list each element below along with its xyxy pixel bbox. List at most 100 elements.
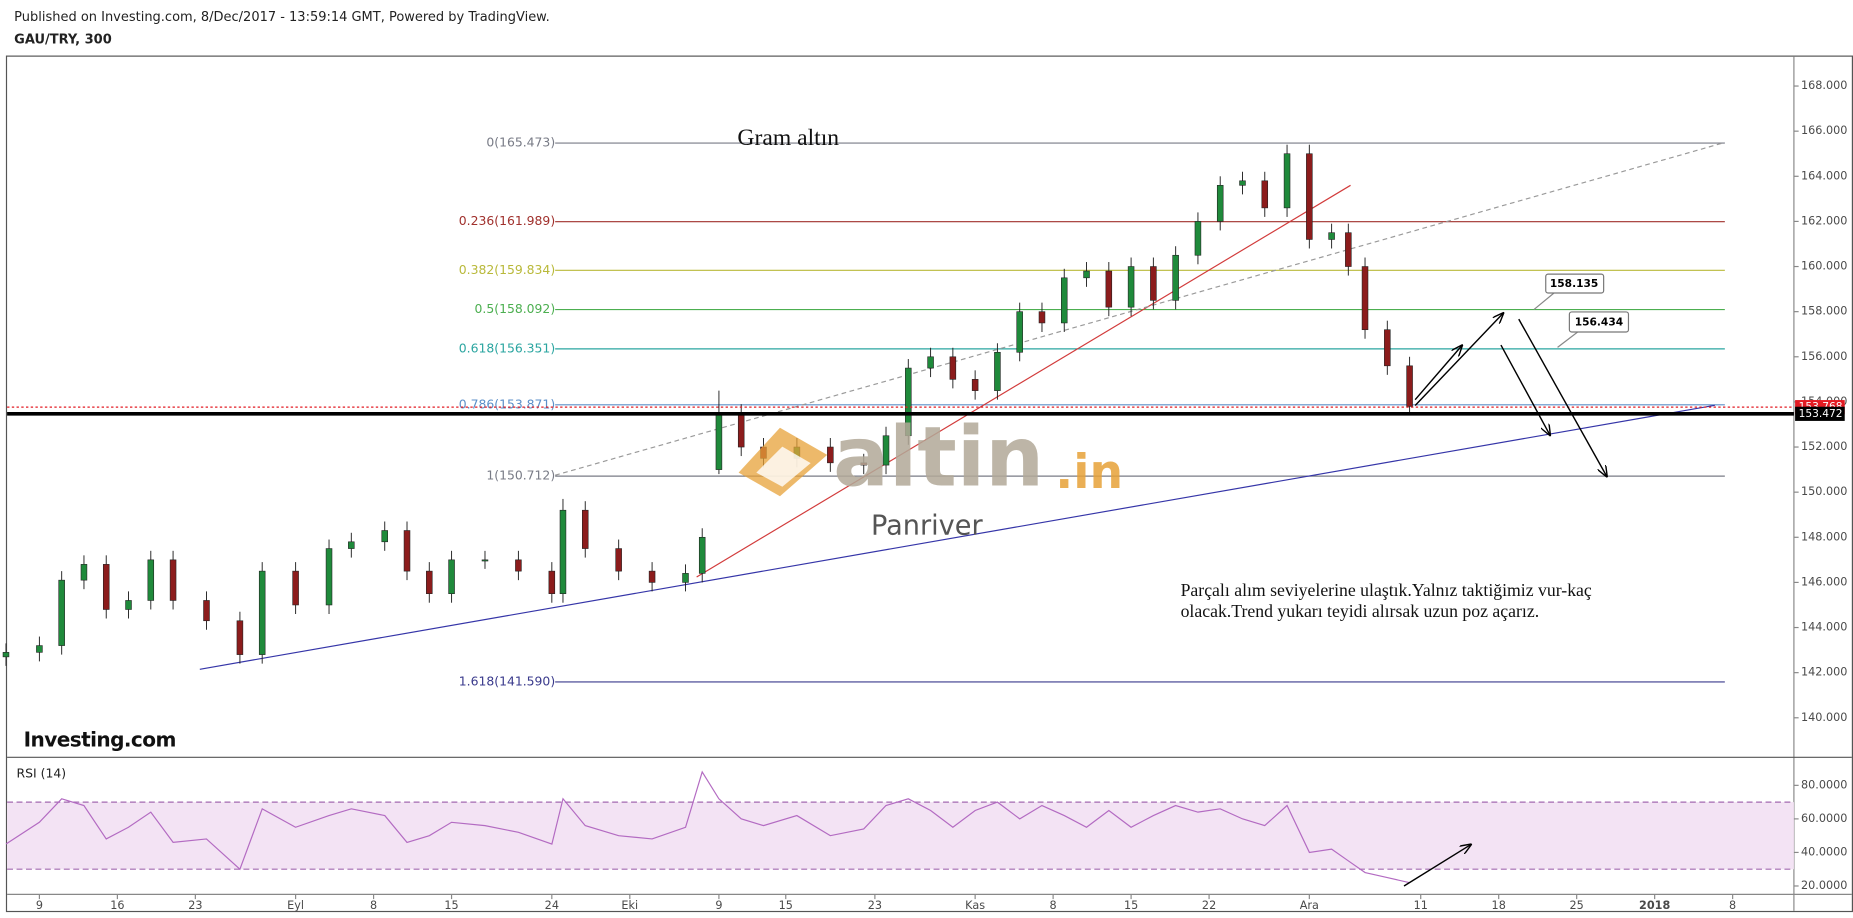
fib-label: 1.618(141.590) [459, 673, 555, 688]
trend-line [555, 141, 1726, 476]
candle-body [147, 559, 155, 601]
x-tick-label: 8 [1729, 899, 1736, 912]
candle-body [1016, 311, 1023, 353]
fib-label: 0.786(153.871) [459, 396, 555, 411]
candle-body [648, 570, 656, 583]
callout-box [1545, 273, 1605, 294]
trend-line [696, 184, 1351, 578]
candle-body [827, 446, 834, 464]
fib-label: 0.236(161.989) [459, 213, 555, 228]
x-tick-label: 2018 [1639, 899, 1670, 912]
candle-body [1384, 329, 1391, 367]
x-tick-label: 8 [370, 899, 377, 912]
x-tick-label: 9 [36, 899, 43, 912]
y-tick-label: 146.000 [1801, 575, 1847, 588]
pane-title: RSI (14) [17, 765, 67, 780]
candle-body [559, 509, 567, 594]
candle-body [325, 548, 333, 606]
y-tick-label: 80.0000 [1801, 778, 1847, 791]
x-tick-label: 15 [779, 899, 793, 912]
y-tick-label: 156.000 [1801, 350, 1847, 363]
price-pane: 0(165.473) 0.236(161.989) 0.382(159.834) 0.… [2, 135, 1794, 688]
candle-body [548, 570, 556, 594]
y-tick-label: 148.000 [1801, 530, 1847, 543]
candle-body [1216, 185, 1224, 222]
y-tick-label: 168.000 [1801, 79, 1847, 92]
candle-body [203, 600, 210, 622]
arrow [1414, 313, 1503, 407]
x-tick-label: Eyl [287, 899, 304, 912]
annotation-author: Panriver [871, 510, 984, 541]
x-tick-label: Ara [1300, 899, 1319, 912]
candle-body [1239, 180, 1246, 186]
candle-body [426, 570, 433, 594]
annotation-note: Parçalı alım seviyelerine ulaştık.Yalnız… [1181, 580, 1592, 600]
callout-pointer [1533, 292, 1555, 311]
candle-body [1328, 232, 1335, 240]
x-tick-label: 18 [1492, 899, 1506, 912]
x-tick-label: Kas [965, 899, 985, 912]
fib-label: 0.618(156.351) [459, 340, 555, 355]
fib-label: 0.5(158.092) [475, 301, 556, 316]
arrow [1403, 845, 1471, 887]
annotation-title: Gram altın [737, 125, 839, 151]
y-tick-label: 144.000 [1801, 621, 1847, 634]
x-tick-label: 11 [1414, 899, 1428, 912]
watermark-icon-cut [756, 446, 811, 487]
y-tick-label: 150.000 [1801, 485, 1847, 498]
y-tick-label: 60.0000 [1801, 812, 1847, 825]
y-tick-label: 166.000 [1801, 124, 1847, 137]
candle-body [2, 652, 10, 658]
x-tick-label: 23 [868, 899, 882, 912]
price-tag [1795, 406, 1845, 421]
x-tick-label: 25 [1570, 899, 1584, 912]
candle-body [1038, 311, 1046, 324]
candle-body [860, 462, 867, 466]
candle-body [1306, 153, 1313, 240]
candle-body [971, 379, 979, 391]
rsi-line [5, 770, 1410, 884]
y-tick-label: 140.000 [1801, 711, 1847, 724]
candle-body [403, 530, 411, 572]
trend-line [199, 404, 1715, 670]
candle-body [258, 570, 266, 655]
callout: 158.135 [1533, 273, 1605, 311]
callout-pointer [1557, 331, 1579, 348]
candle-body [682, 573, 689, 583]
price-tag-label: 153.472 [1799, 407, 1843, 420]
arrow [1414, 346, 1462, 401]
callout-text: 156.434 [1575, 316, 1623, 329]
frame [5, 55, 1853, 913]
callout-box [1568, 311, 1630, 333]
candle-body [381, 530, 388, 543]
y-tick-label: 40.0000 [1801, 845, 1847, 858]
logo: Investing.com [24, 727, 176, 751]
y-tick-label: 158.000 [1801, 305, 1847, 318]
x-tick-label: 24 [545, 899, 559, 912]
candle-body [102, 564, 110, 610]
candle-body [737, 412, 745, 448]
candle-body [1261, 180, 1269, 209]
candle-body [1345, 232, 1352, 267]
candle-body [448, 559, 455, 594]
candle-body [1105, 270, 1113, 308]
candle-body [1061, 277, 1068, 324]
candle-body [36, 645, 43, 653]
candle-body [949, 356, 957, 380]
candle-body [1083, 270, 1090, 279]
annotation-note: olacak.Trend yukarı teyidi alırsak uzun … [1181, 601, 1540, 621]
candle-body [615, 548, 622, 572]
candle-body [882, 435, 890, 466]
candle-body [1194, 221, 1202, 256]
y-tick-label: 20.0000 [1801, 879, 1847, 892]
candle-body [1172, 254, 1179, 301]
x-tick-label: 15 [1124, 899, 1138, 912]
candle-body [236, 620, 244, 655]
candle-body [348, 541, 355, 549]
candle-body [125, 600, 132, 610]
candle-body [80, 564, 88, 581]
watermark: altin .in [738, 409, 1123, 506]
callout-text: 158.135 [1550, 277, 1598, 290]
